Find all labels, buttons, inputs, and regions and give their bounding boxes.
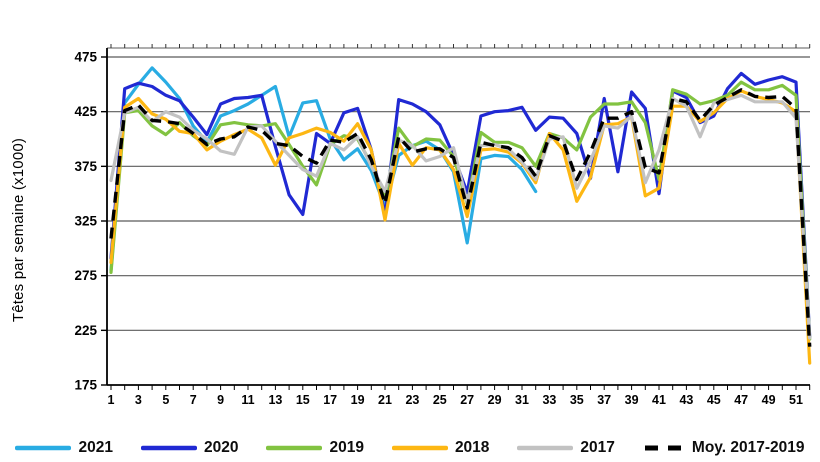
x-tick-label: 23 bbox=[405, 393, 419, 407]
legend-item-2018: 2018 bbox=[391, 439, 490, 457]
legend-swatch-icon bbox=[644, 445, 683, 451]
y-tick-label: 225 bbox=[74, 323, 97, 338]
legend-item-Moy-2017-2019: Moy. 2017-2019 bbox=[643, 439, 805, 457]
legend-label: 2017 bbox=[580, 439, 615, 456]
legend-label: 2021 bbox=[78, 439, 113, 456]
legend-item-2019: 2019 bbox=[266, 439, 364, 457]
series-line-Moy-2017-2019 bbox=[109, 88, 812, 347]
x-tick-label: 21 bbox=[378, 393, 392, 407]
x-tick-label: 37 bbox=[597, 393, 611, 407]
legend-label: Moy. 2017-2019 bbox=[691, 439, 805, 456]
x-tick-label: 51 bbox=[789, 393, 803, 407]
x-tick-label: 41 bbox=[652, 393, 666, 407]
legend-item-2021: 2021 bbox=[15, 439, 113, 457]
legend-label: 2019 bbox=[329, 439, 364, 456]
x-tick-label: 29 bbox=[488, 393, 502, 407]
x-tick-label: 17 bbox=[323, 393, 337, 407]
x-tick-label: 43 bbox=[679, 393, 693, 407]
x-tick-label: 47 bbox=[734, 393, 748, 407]
x-tick-label: 3 bbox=[135, 393, 142, 407]
x-tick-label: 33 bbox=[542, 393, 556, 407]
x-tick-label: 9 bbox=[217, 393, 224, 407]
x-tick-label: 25 bbox=[433, 393, 447, 407]
x-tick-label: 1 bbox=[108, 393, 115, 407]
x-tick-label: 13 bbox=[268, 393, 282, 407]
x-tick-label: 39 bbox=[625, 393, 639, 407]
legend-swatch-icon bbox=[391, 445, 448, 451]
x-tick-label: 19 bbox=[351, 393, 365, 407]
x-tick-label: 35 bbox=[570, 393, 584, 407]
legend-label: 2020 bbox=[203, 439, 239, 456]
y-tick-label: 175 bbox=[74, 378, 97, 393]
legend-swatch-icon bbox=[15, 445, 72, 451]
x-tick-label: 31 bbox=[515, 393, 529, 407]
y-tick-label: 375 bbox=[74, 159, 97, 174]
x-tick-label: 5 bbox=[162, 393, 169, 407]
x-tick-label: 27 bbox=[460, 393, 474, 407]
legend-label: 2018 bbox=[454, 439, 490, 456]
x-tick-label: 15 bbox=[296, 393, 310, 407]
x-tick-label: 7 bbox=[190, 393, 197, 407]
legend-item-2020: 2020 bbox=[140, 439, 239, 457]
chart-legend: 2021 2020 2019 2018 2017 Moy. 2017-2019 bbox=[0, 439, 820, 457]
y-axis-title: Têtes par semaine (x1000) bbox=[10, 137, 27, 323]
y-tick-label: 425 bbox=[74, 104, 97, 119]
legend-swatch-icon bbox=[266, 445, 323, 451]
y-tick-label: 475 bbox=[74, 50, 97, 65]
legend-item-2017: 2017 bbox=[517, 439, 615, 457]
x-tick-label: 45 bbox=[707, 393, 721, 407]
series-line-2017 bbox=[109, 93, 812, 340]
x-tick-label: 11 bbox=[241, 393, 254, 407]
legend-swatch-icon bbox=[517, 445, 574, 451]
y-tick-label: 325 bbox=[74, 214, 97, 229]
x-tick-label: 49 bbox=[762, 393, 776, 407]
y-tick-label: 275 bbox=[74, 268, 97, 283]
legend-swatch-icon bbox=[140, 445, 197, 451]
